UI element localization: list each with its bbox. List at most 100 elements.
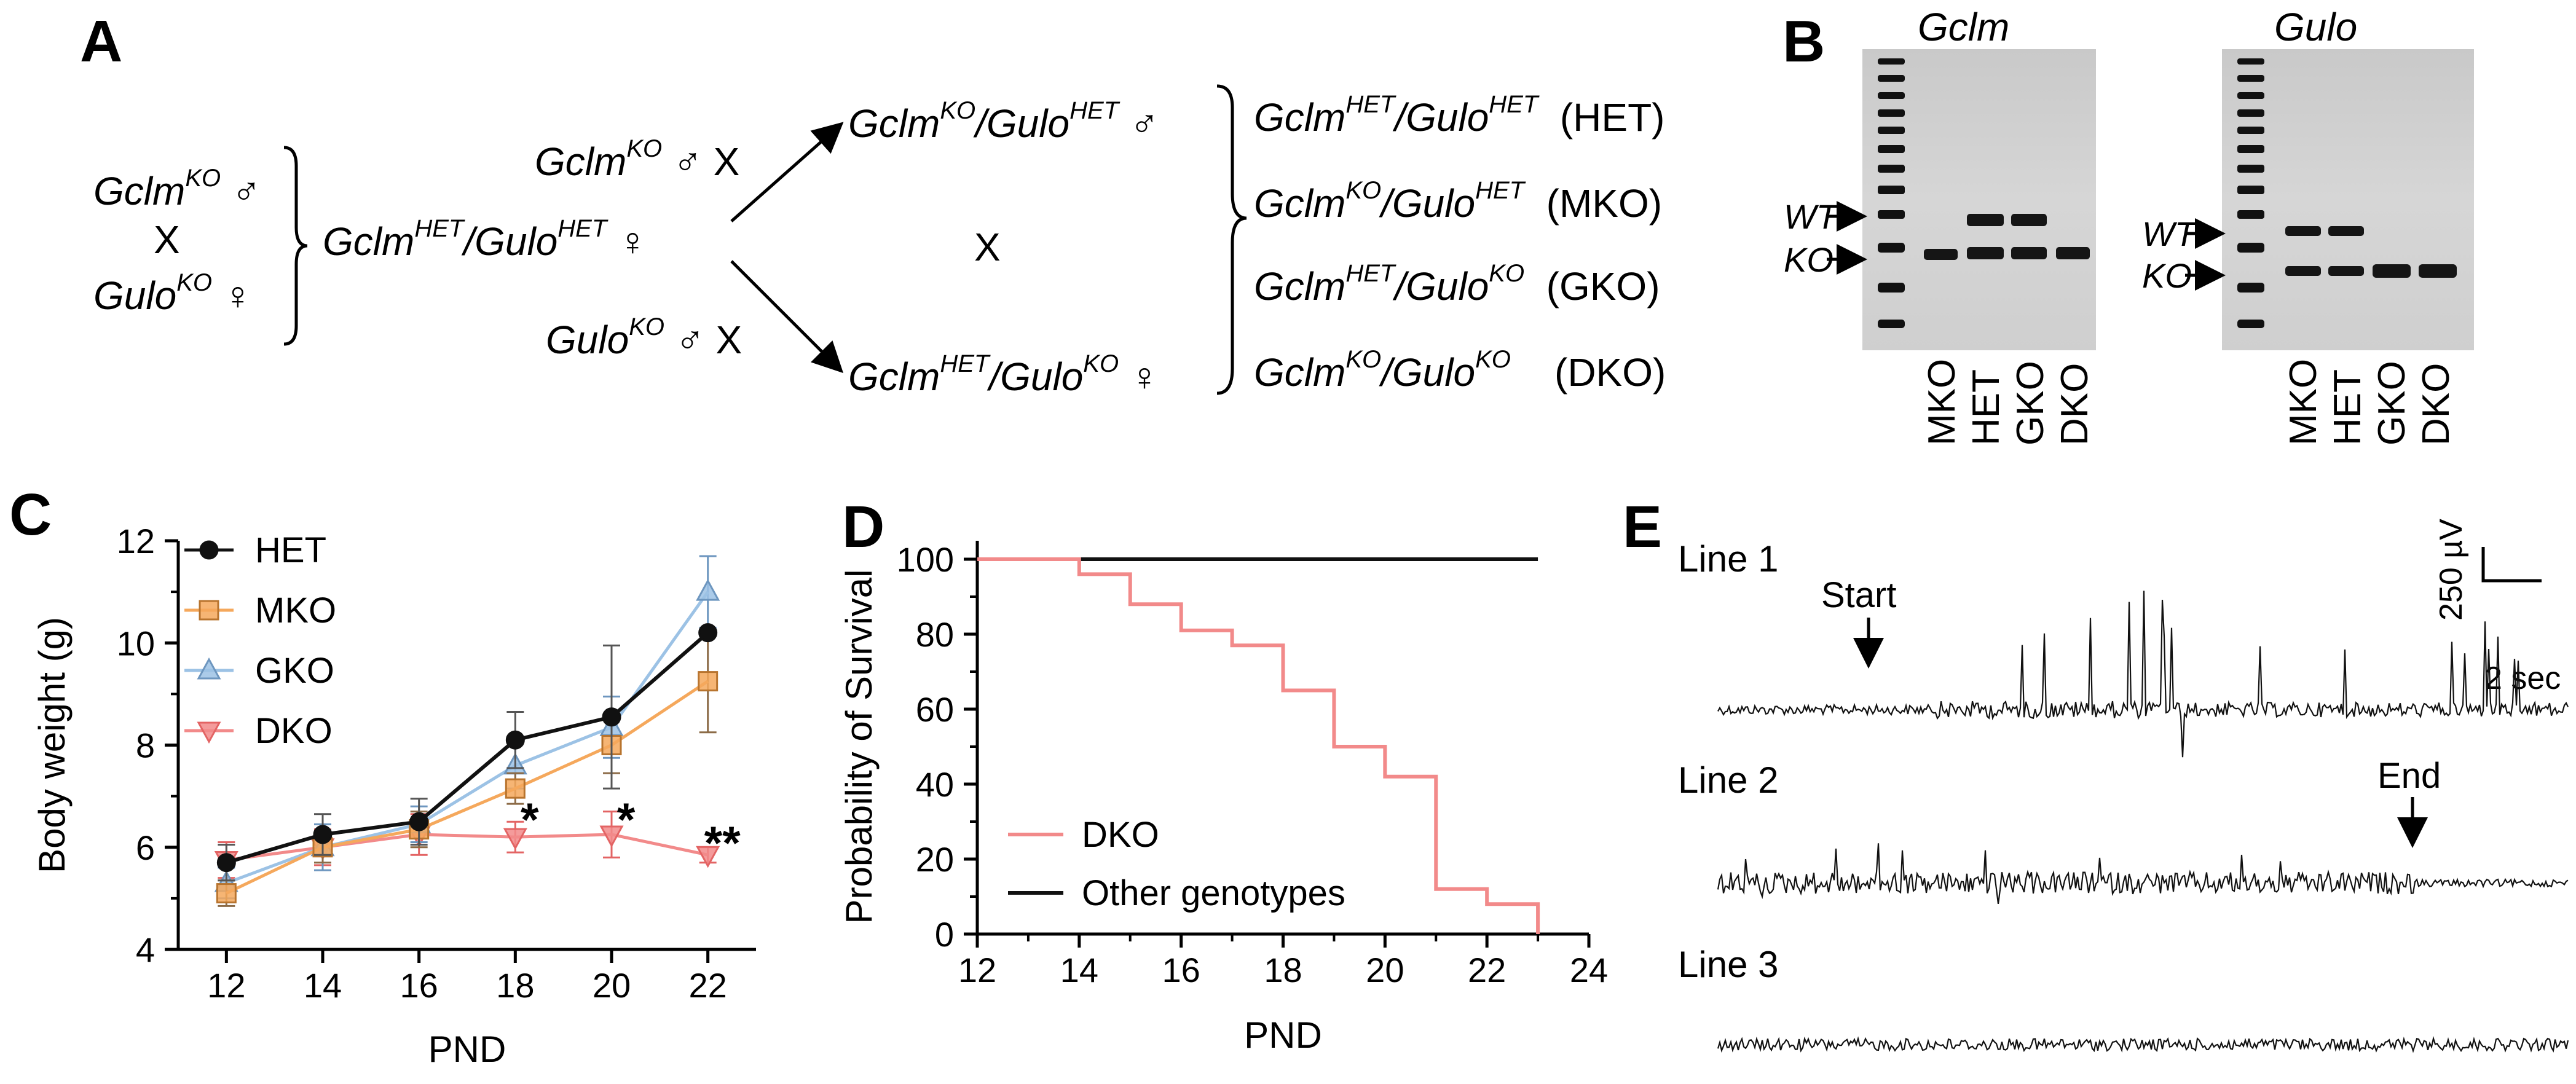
- panel-d-label: D: [842, 494, 885, 560]
- d-legend-label: DKO: [1082, 815, 1159, 855]
- c-x-tick-label: 20: [593, 966, 631, 1005]
- eeg-trace-line1: [1717, 591, 2569, 758]
- eeg-scale-bar: [2481, 547, 2542, 583]
- c-legend-marker: [197, 657, 221, 680]
- eeg-end-label: End: [2377, 756, 2441, 796]
- eeg-line3-label: Line 3: [1678, 944, 1779, 985]
- offspring-het: GclmHET/GuloHET (HET): [1254, 91, 1665, 139]
- c-data-point: [313, 825, 333, 844]
- d-x-tick-label: 22: [1468, 951, 1506, 989]
- gulo-lane-gko: GKO: [2371, 361, 2413, 446]
- c-data-point: [696, 846, 720, 868]
- d-x-tick-label: 16: [1162, 951, 1200, 989]
- d-x-tick-label: 20: [1366, 951, 1404, 989]
- backcross-gulo-ko-male: GuloKO ♂ X: [546, 313, 742, 362]
- offspring-dko: GclmKO/GuloKO (DKO): [1254, 346, 1666, 395]
- brace-parents: [283, 146, 308, 346]
- gclm-het-ko-band: [1967, 247, 2004, 259]
- c-x-tick-label: 18: [496, 966, 534, 1005]
- d-legend-label: Other genotypes: [1082, 873, 1345, 913]
- gclm-gko-ko-band: [2011, 247, 2047, 259]
- breeder-male: GclmKO/GuloHET ♂: [848, 97, 1159, 146]
- c-data-point: [599, 825, 624, 848]
- gel-gulo: [2222, 49, 2474, 350]
- c-y-tick-label: 10: [117, 624, 155, 662]
- offspring-mko: GclmKO/GuloHET (MKO): [1254, 177, 1663, 226]
- eeg-scale-voltage: 250 µV: [2433, 519, 2469, 621]
- gclm-wt-label: WT: [1784, 197, 1838, 236]
- breeder-female: GclmHET/GuloKO ♀: [848, 350, 1159, 399]
- c-significance-marker: **: [704, 817, 741, 870]
- gulo-ko-label: KO: [2142, 256, 2192, 295]
- offspring-gko: GclmHET/GuloKO (GKO): [1254, 260, 1660, 308]
- gclm-ko-label: KO: [1784, 240, 1834, 279]
- panel-b-label: B: [1782, 9, 1826, 74]
- c-y-axis-title: Body weight (g): [31, 617, 73, 873]
- eeg-line2-label: Line 2: [1678, 760, 1779, 801]
- d-y-tick-label: 40: [916, 765, 954, 804]
- c-series-line: [226, 631, 709, 865]
- gulo-het-ko-band: [2328, 266, 2364, 276]
- c-y-tick-label: 6: [136, 828, 155, 867]
- d-y-tick-label: 20: [916, 840, 954, 879]
- c-legend-label: DKO: [255, 711, 333, 751]
- panel-a-label: A: [80, 9, 123, 74]
- eeg-line1-label: Line 1: [1678, 538, 1779, 579]
- gel-gclm-ladder: [1878, 58, 1905, 328]
- d-y-tick-label: 100: [897, 540, 954, 579]
- gulo-gko-ko-band: [2373, 264, 2411, 278]
- c-data-point: [216, 853, 236, 873]
- gulo-het-wt-band: [2328, 226, 2364, 236]
- c-data-point: [503, 828, 527, 850]
- c-y-tick-label: 4: [136, 930, 155, 969]
- gclm-lane-mko: MKO: [1921, 359, 1963, 446]
- gulo-mko-wt-band: [2285, 226, 2321, 236]
- gulo-dko-ko-band: [2419, 264, 2457, 278]
- gulo-lane-het: HET: [2326, 369, 2369, 446]
- d-x-tick-label: 24: [1570, 951, 1608, 989]
- d-x-tick-label: 18: [1264, 951, 1302, 989]
- c-data-point: [505, 778, 526, 799]
- c-series-het: [216, 623, 718, 882]
- gclm-dko-ko-band: [2056, 247, 2090, 259]
- gel-gclm-bands: [1924, 214, 2090, 260]
- d-y-tick-label: 0: [935, 915, 954, 954]
- c-significance-marker: *: [617, 794, 636, 846]
- backcross-gclm-ko-male: GclmKO ♂ X: [535, 135, 740, 184]
- gulo-lane-dko: DKO: [2415, 363, 2457, 446]
- gclm-lane-dko: DKO: [2054, 363, 2096, 446]
- d-x-axis-title: PND: [1244, 1015, 1322, 1056]
- parent-gulo-ko-female: GuloKO ♀: [93, 269, 253, 318]
- c-data-point: [602, 707, 621, 727]
- breeder-cross-symbol: X: [974, 225, 1001, 269]
- gclm-lane-gko: GKO: [2009, 361, 2052, 446]
- gel-gclm: [1862, 49, 2096, 350]
- c-y-tick-label: 12: [117, 522, 155, 560]
- c-legend-label: GKO: [255, 651, 334, 691]
- gulo-lane-mko: MKO: [2282, 359, 2325, 446]
- gel-gulo-title: Gulo: [2274, 5, 2358, 49]
- arrow-to-breeder-male: [730, 122, 844, 222]
- c-x-tick-label: 22: [689, 966, 727, 1005]
- brace-offspring: [1216, 84, 1247, 395]
- eeg-trace-line2: [1717, 843, 2569, 905]
- eeg-trace-line3: [1717, 1035, 2569, 1053]
- c-x-axis-title: PND: [428, 1029, 506, 1070]
- c-data-point: [216, 883, 237, 904]
- gclm-gko-wt-band: [2011, 214, 2047, 226]
- gel-gulo-ladder: [2237, 58, 2264, 328]
- c-data-point: [696, 579, 720, 601]
- c-data-point: [698, 623, 718, 643]
- arrow-to-breeder-female: [730, 260, 844, 374]
- c-x-tick-label: 12: [207, 966, 245, 1005]
- d-x-tick-label: 12: [958, 951, 996, 989]
- c-x-tick-label: 16: [400, 966, 438, 1005]
- c-legend-label: HET: [255, 530, 326, 570]
- d-y-axis-title: Probability of Survival: [838, 570, 880, 924]
- c-legend-label: MKO: [255, 591, 336, 630]
